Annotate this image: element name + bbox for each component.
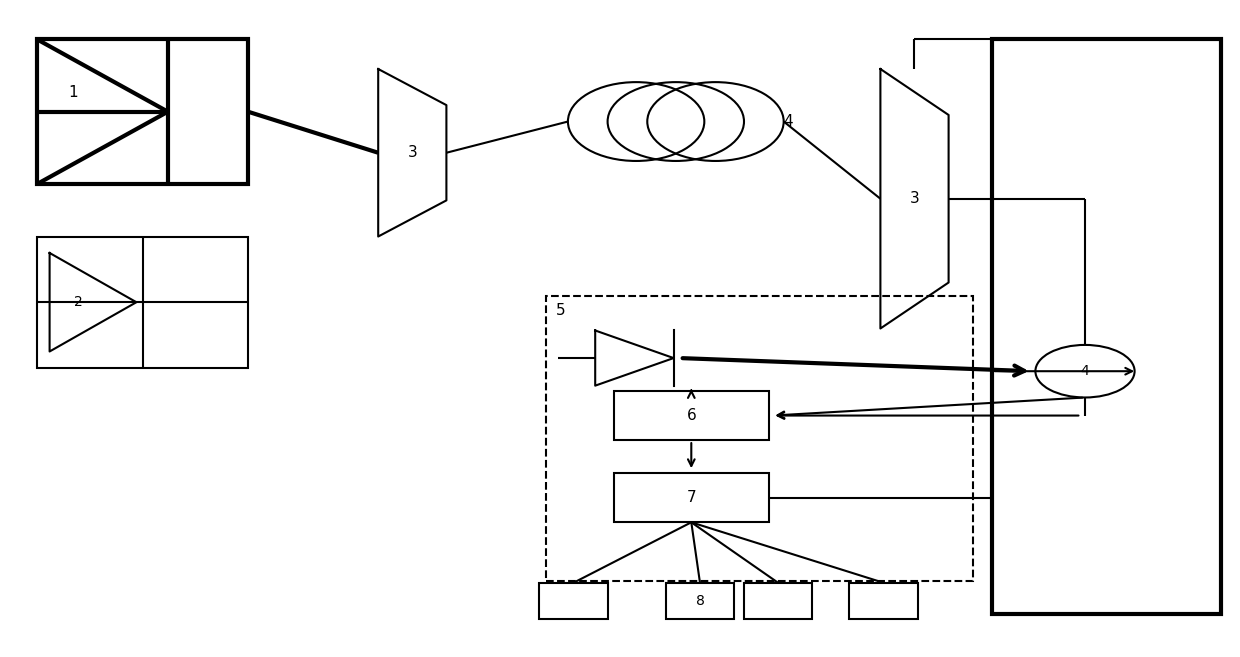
Text: 1: 1	[68, 85, 78, 100]
Text: 4: 4	[784, 114, 794, 129]
Bar	[744, 583, 812, 619]
Text: 6: 6	[687, 408, 696, 423]
Bar	[666, 583, 734, 619]
Bar	[37, 237, 248, 368]
Text: 8: 8	[696, 594, 704, 608]
Text: 3: 3	[408, 145, 417, 160]
Text: $\it{4}$: $\it{4}$	[1080, 364, 1090, 378]
Text: 7: 7	[687, 490, 696, 505]
Text: 2: 2	[74, 295, 83, 309]
Bar	[614, 473, 769, 522]
Bar	[849, 583, 918, 619]
Bar	[992, 39, 1221, 614]
Bar	[37, 39, 248, 184]
Bar	[539, 583, 608, 619]
Text: 3: 3	[910, 191, 919, 206]
Text: 5: 5	[556, 304, 565, 319]
Bar	[546, 296, 973, 581]
Bar	[614, 391, 769, 440]
